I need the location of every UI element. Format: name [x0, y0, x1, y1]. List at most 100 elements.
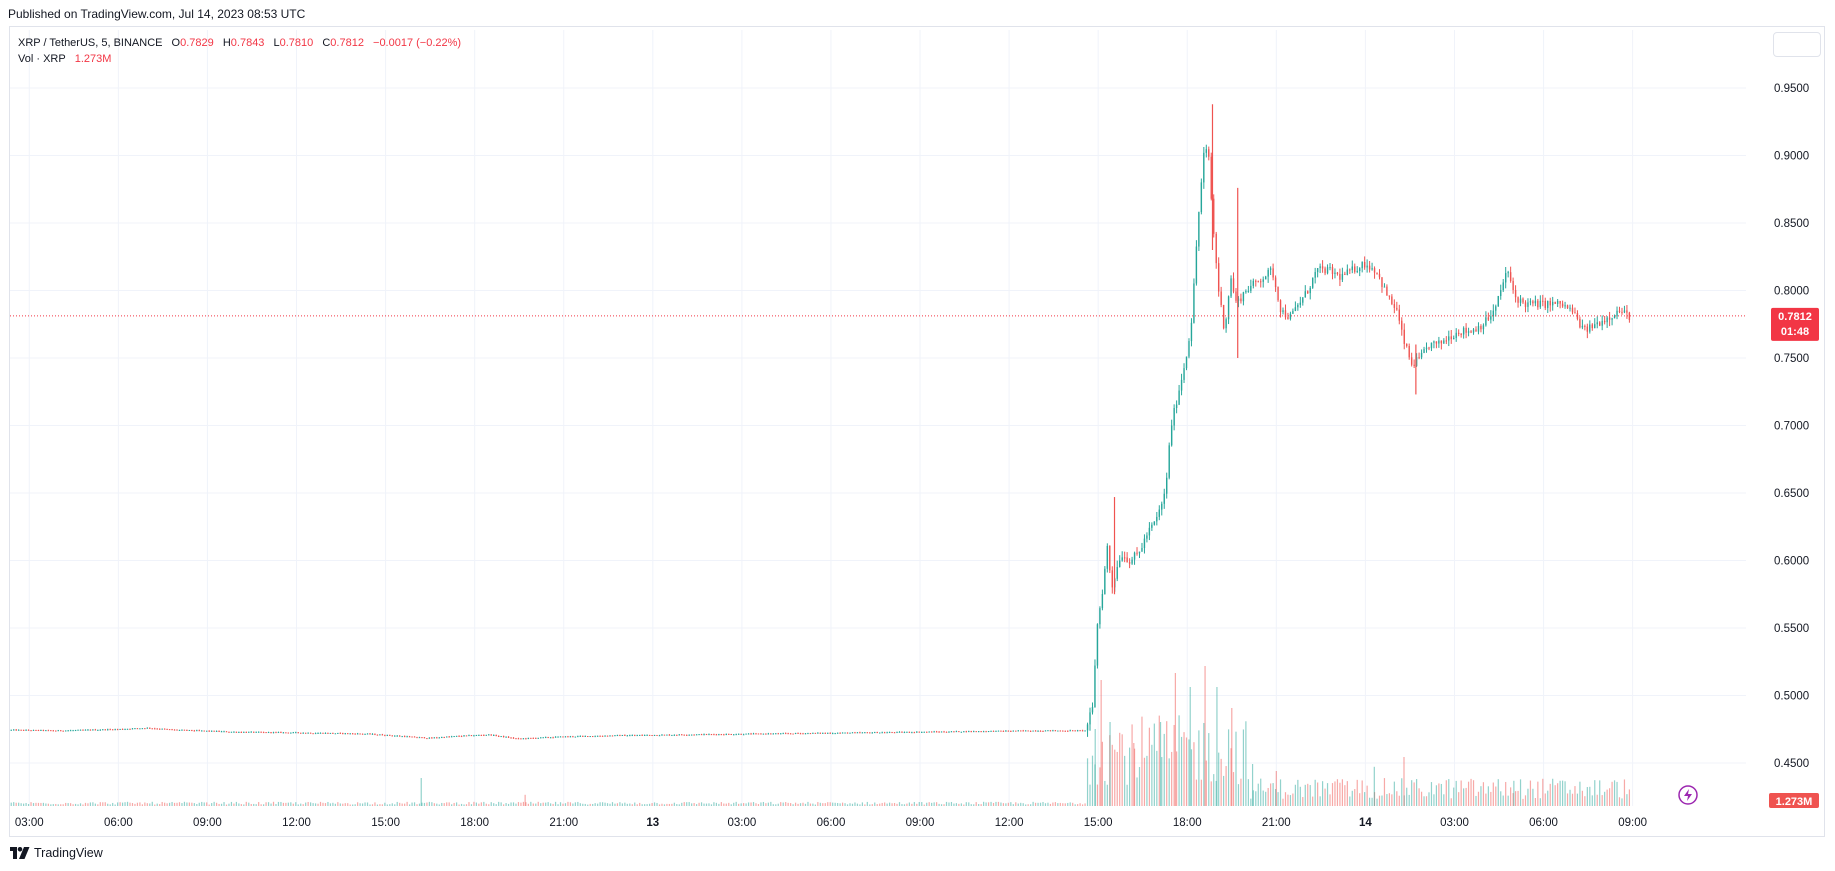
volume-bar [1136, 777, 1138, 806]
volume-bar [893, 802, 896, 806]
candle-body [760, 733, 762, 735]
volume-bar [1168, 758, 1170, 806]
candle-body [196, 730, 198, 732]
volume-bar [213, 801, 215, 806]
candle-body [1346, 269, 1349, 275]
volume-bar [1406, 787, 1408, 806]
candle-body [446, 736, 448, 738]
volume-bar [814, 804, 816, 806]
candle-body [302, 732, 304, 734]
volume-bar [644, 804, 646, 806]
volume-bar [124, 802, 126, 806]
volume-bar [601, 802, 604, 806]
candle-body [149, 727, 151, 729]
candle-body [493, 734, 495, 736]
candle-body [250, 731, 252, 733]
candle-body [688, 734, 690, 736]
candle-body [648, 734, 651, 736]
volume-bar [550, 803, 552, 806]
volume-bar [478, 803, 480, 806]
candle-body [1232, 278, 1235, 292]
price-candles [10, 104, 1631, 740]
volume-bar [1146, 755, 1148, 806]
candle-body [725, 733, 727, 735]
volume-bar [1599, 780, 1601, 806]
candle-body [812, 732, 814, 734]
candle-body [243, 731, 245, 733]
volume-bar [18, 802, 20, 806]
candle-body [742, 734, 745, 736]
volume-bar [970, 804, 972, 806]
candle-body [1260, 281, 1262, 283]
volume-bar [1564, 781, 1566, 806]
candle-body [804, 733, 807, 735]
symbol-label[interactable]: XRP / TetherUS, 5, BINANCE [18, 37, 163, 49]
volume-bar [364, 802, 366, 806]
candle-body [879, 732, 881, 734]
volume-label[interactable]: Vol · XRP [18, 53, 66, 65]
volume-bar [1213, 774, 1215, 806]
candle-body [359, 733, 361, 735]
volume-bar [849, 803, 851, 806]
volume-bar [963, 804, 965, 806]
candle-body [512, 737, 515, 739]
volume-bar [540, 803, 542, 806]
candle-body [787, 733, 789, 735]
candle-body [1294, 307, 1297, 311]
candle-body [765, 733, 767, 735]
candle-body [297, 732, 299, 734]
candle-body [1391, 296, 1393, 305]
candle-body [601, 735, 604, 737]
volume-bar [691, 803, 693, 806]
low-label: L [273, 37, 280, 49]
close-value: 0.7812 [330, 37, 364, 49]
lightning-icon[interactable] [1678, 785, 1698, 805]
candle-body [438, 737, 440, 739]
volume-bar [433, 803, 435, 806]
candle-body [535, 737, 537, 739]
volume-bar [151, 801, 153, 806]
volume-bar [1203, 722, 1205, 806]
candle-body [1195, 246, 1198, 284]
volume-bar [735, 801, 737, 806]
candle-body [1571, 307, 1574, 313]
candle-body [1613, 316, 1616, 319]
low-value: 0.7810 [279, 37, 314, 49]
candle-body [1403, 329, 1405, 344]
volume-bar [332, 802, 334, 806]
volume-bar [1490, 791, 1492, 806]
volume-bar [693, 803, 695, 806]
volume-bar [1321, 781, 1324, 806]
candle-body [1383, 286, 1386, 288]
volume-bar [1606, 789, 1608, 806]
footer-brand-label: TradingView [34, 846, 103, 860]
candle-body [1606, 317, 1608, 323]
volume-bar [1133, 748, 1136, 806]
x-tick-label: 15:00 [1084, 817, 1113, 829]
volume-bar [1522, 798, 1524, 806]
candle-body [834, 733, 836, 735]
candle-body [1532, 301, 1534, 304]
volume-bar [1351, 790, 1353, 806]
volume-bar [1475, 795, 1477, 806]
volume-bar [448, 802, 450, 806]
candle-body [443, 737, 445, 739]
candle-body [107, 729, 109, 731]
volume-bar [1513, 780, 1515, 806]
volume-bar [15, 802, 17, 806]
volume-bar [420, 778, 422, 806]
volume-bar [532, 803, 534, 806]
candle-body [280, 732, 282, 734]
volume-bar [832, 802, 834, 806]
volume-bar [253, 803, 255, 806]
candle-body [139, 728, 141, 730]
volume-bar [40, 802, 42, 806]
volume-bar [1210, 781, 1212, 806]
candle-body [1363, 262, 1366, 268]
candle-body [1225, 319, 1227, 329]
volume-bar [314, 803, 317, 806]
footer-brand[interactable]: TradingView [10, 846, 103, 860]
candle-body [168, 729, 171, 731]
chart-toolbar-box[interactable] [1773, 32, 1821, 57]
